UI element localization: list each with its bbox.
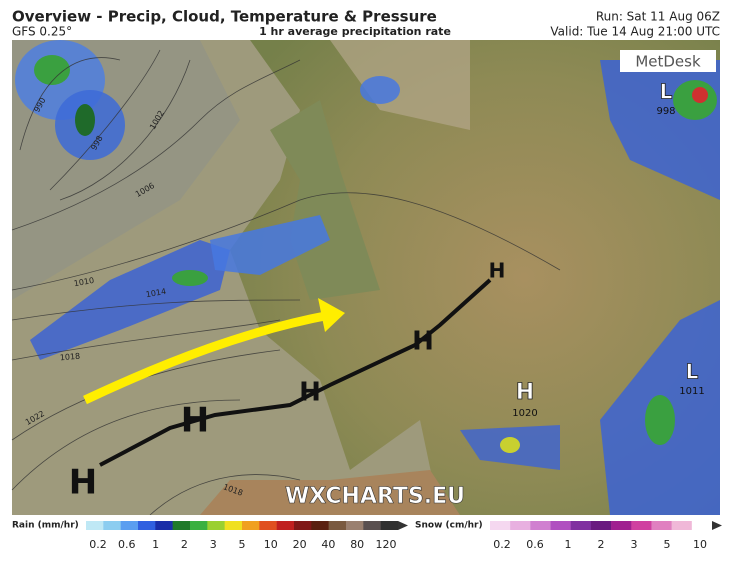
rain-legend-swatch (311, 521, 329, 530)
pressure-center: H (69, 463, 97, 503)
snow-legend-swatch (691, 521, 713, 530)
snow-legend-tick: 10 (693, 538, 707, 551)
rain-legend-swatch (276, 521, 295, 530)
rain-legend-swatch (363, 521, 381, 530)
rain-legend-tick: 20 (293, 538, 307, 551)
subtitle: 1 hr average precipitation rate (259, 25, 451, 38)
snow-legend-swatch (570, 521, 592, 530)
rain-legend-swatch (155, 521, 173, 530)
model: GFS 0.25° (12, 25, 72, 39)
rain-legend-tick: 0.2 (89, 538, 107, 551)
arrow-head (318, 298, 345, 332)
snow-legend-swatch (530, 521, 551, 530)
rain-legend-swatch (259, 521, 277, 530)
snow-legend-tick: 0.2 (493, 538, 511, 551)
watermark: WXCHARTS.EU (285, 484, 465, 509)
rain-legend-tick: 1 (152, 538, 159, 551)
snow-legend-tick: 0.6 (526, 538, 544, 551)
run: Run: Sat 11 Aug 06Z (596, 10, 720, 24)
iberia (200, 470, 460, 515)
rain-legend-tick: 120 (376, 538, 397, 551)
rain-legend-tick: 2 (181, 538, 188, 551)
pressure-value: 998 (656, 106, 675, 117)
isobar-label: 1018 (59, 352, 80, 363)
cloud (330, 40, 470, 130)
rain-legend-tick: 3 (210, 538, 217, 551)
rain-legend-swatch (242, 521, 260, 530)
rain-legend-swatch (207, 521, 225, 530)
pressure-center: H (516, 380, 534, 405)
rain-legend-swatch (190, 521, 208, 530)
snow-legend-swatch (671, 521, 693, 530)
ridge-line (99, 278, 492, 467)
snow-legend-swatch (611, 521, 632, 530)
header-bg (0, 0, 732, 40)
isobar-label: 1014 (145, 287, 167, 299)
pressure-center: H (299, 378, 321, 408)
rain-legend-swatch (294, 521, 312, 530)
snow-legend-title: Snow (cm/hr) (415, 521, 483, 531)
isobars (11, 49, 561, 516)
rain-legend-swatch (346, 521, 364, 530)
logo: MetDesk (635, 53, 701, 71)
rain-legend-tick: 0.6 (118, 538, 136, 551)
rain-legend-swatch (380, 521, 399, 530)
rain-legend-tick: 80 (350, 538, 364, 551)
snow-legend-arrow (712, 521, 722, 530)
precipitation (15, 40, 720, 515)
snow-legend-tick: 5 (664, 538, 671, 551)
rain-legend-tick: 5 (239, 538, 246, 551)
rain-legend-swatch (86, 521, 104, 530)
rain-legend-swatch (328, 521, 347, 530)
rain-legend-tick: 40 (321, 538, 335, 551)
snow-legend-swatch (631, 521, 652, 530)
pressure-center: L (686, 360, 699, 384)
rain-legend-title: Rain (mm/hr) (12, 521, 79, 531)
pressure-center: H (181, 401, 209, 441)
rain-legend-swatch (138, 521, 156, 530)
snow-legend-swatch (490, 521, 511, 530)
isobar-label: 1010 (73, 276, 95, 288)
valid: Valid: Tue 14 Aug 21:00 UTC (550, 25, 720, 39)
snow-legend-tick: 3 (631, 538, 638, 551)
snow-legend-tick: 1 (565, 538, 572, 551)
pressure-value: 1020 (512, 408, 537, 419)
pressure-center: L (660, 80, 673, 104)
snow-legend-swatch (590, 521, 612, 530)
snow-legend-swatch (651, 521, 672, 530)
title: Overview - Precip, Cloud, Temperature & … (12, 8, 437, 26)
rain-legend-swatch (172, 521, 191, 530)
logo-bg (620, 50, 716, 72)
rain-legend-swatch (224, 521, 243, 530)
pressure-value: 1011 (679, 386, 704, 397)
pressure-center: H (412, 327, 434, 357)
snow-legend-swatch (550, 521, 572, 530)
rain-legend-swatch (103, 521, 121, 530)
pressure-center: H (489, 259, 506, 283)
rain-legend-arrow (398, 521, 408, 530)
snow-legend-swatch (510, 521, 531, 530)
snow-legend-tick: 2 (598, 538, 605, 551)
land (230, 40, 720, 515)
rain-legend-tick: 10 (264, 538, 278, 551)
rain-legend-swatch (120, 521, 139, 530)
flow-arrow (83, 310, 331, 405)
